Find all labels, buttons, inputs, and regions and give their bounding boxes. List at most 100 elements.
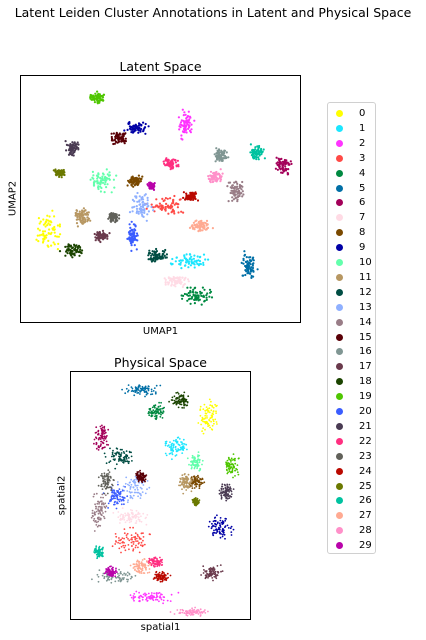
latent-cluster-25 [52,168,66,179]
legend-label-8: 8 [359,227,366,239]
physical-cluster-22 [146,556,164,568]
legend-marker-3 [336,154,343,162]
physical-cluster-12 [103,447,133,470]
legend-marker-1 [336,124,343,132]
latent-scatter-plot [20,75,301,323]
physical-cluster-2 [129,590,180,605]
physical-cluster-29 [103,565,118,578]
physical-cluster-10 [186,451,204,472]
legend-marker-2 [336,139,343,147]
legend-label-7: 7 [359,212,366,224]
legend-label-28: 28 [359,525,372,537]
legend-marker-15 [336,333,343,341]
legend-label-27: 27 [359,510,372,522]
legend-marker-7 [336,214,343,222]
legend-item-19: 19 [328,390,377,404]
physical-cluster-4 [147,401,165,421]
latent-cluster-14 [226,180,245,203]
legend-label-13: 13 [359,301,372,313]
physical-scatter-plot [70,371,251,620]
legend-marker-8 [336,229,343,237]
latent-y-axis-label: UMAP2 [7,180,19,217]
latent-cluster-26 [249,143,266,161]
legend-item-6: 6 [328,196,377,210]
legend-label-10: 10 [359,257,372,268]
legend-label-20: 20 [359,406,372,417]
latent-cluster-21 [64,140,80,157]
legend-label-4: 4 [359,167,366,179]
legend-marker-6 [336,199,343,207]
legend-label-12: 12 [359,286,372,298]
legend-marker-22 [336,437,343,445]
legend-marker-10 [336,259,343,266]
physical-cluster-21 [218,483,235,502]
legend-item-18: 18 [328,375,377,389]
legend-item-25: 25 [328,480,377,494]
latent-cluster-20 [126,220,139,252]
legend-item-12: 12 [328,286,377,300]
legend-label-23: 23 [359,450,372,462]
legend-item-1: 1 [328,122,377,136]
legend-marker-5 [336,184,343,192]
legend-item-11: 11 [328,271,377,285]
legend-item-7: 7 [328,211,377,225]
legend-marker-17 [336,363,343,371]
physical-cluster-3 [111,526,151,554]
legend-label-25: 25 [359,480,372,492]
legend-marker-29 [336,542,343,550]
legend-label-3: 3 [359,152,366,164]
legend-marker-11 [336,273,343,281]
legend-item-23: 23 [328,450,377,464]
legend-item-29: 29 [328,539,377,553]
latent-cluster-18 [58,243,84,259]
legend-item-13: 13 [328,301,377,315]
legend-marker-27 [336,512,343,520]
legend-label-26: 26 [359,495,372,507]
legend-item-3: 3 [328,152,377,166]
physical-panel-title: Physical Space [114,355,207,370]
latent-cluster-22 [162,157,180,171]
latent-cluster-16 [213,147,230,163]
legend-item-5: 5 [328,182,377,196]
latent-cluster-13 [128,191,155,222]
legend-marker-16 [336,348,343,356]
latent-cluster-0 [35,209,62,251]
latent-cluster-10 [89,168,118,194]
legend-item-22: 22 [328,435,377,449]
latent-cluster-5 [240,250,259,279]
legend-label-17: 17 [359,361,372,373]
latent-cluster-4 [180,286,214,306]
latent-cluster-17 [93,229,111,244]
latent-cluster-28 [207,168,224,184]
physical-cluster-20 [102,483,129,510]
physical-x-axis-label: spatial1 [140,622,181,633]
physical-cluster-15 [135,469,148,484]
physical-cluster-23 [97,469,115,495]
legend-marker-18 [336,378,343,386]
physical-cluster-1 [164,436,188,461]
physical-cluster-14 [90,492,108,532]
legend-marker-4 [336,169,343,177]
latent-cluster-7 [163,275,190,289]
latent-cluster-23 [107,212,121,224]
legend-label-1: 1 [359,122,366,134]
legend-item-27: 27 [328,509,377,523]
legend-label-2: 2 [359,137,366,149]
legend-item-17: 17 [328,360,377,374]
legend-label-18: 18 [359,376,372,388]
legend-item-4: 4 [328,167,377,181]
legend-item-21: 21 [328,420,377,434]
latent-cluster-19 [89,90,106,105]
legend-item-20: 20 [328,405,377,419]
legend-item-9: 9 [328,241,377,255]
latent-cluster-15 [110,131,127,146]
latent-x-axis-label: UMAP1 [142,326,179,337]
legend-item-26: 26 [328,494,377,508]
legend-marker-24 [336,467,343,475]
latent-cluster-24 [182,191,200,202]
physical-cluster-5 [121,384,162,398]
latent-cluster-1 [169,253,210,270]
legend-marker-21 [336,422,343,430]
legend-marker-13 [336,303,343,311]
legend-label-11: 11 [359,271,372,283]
